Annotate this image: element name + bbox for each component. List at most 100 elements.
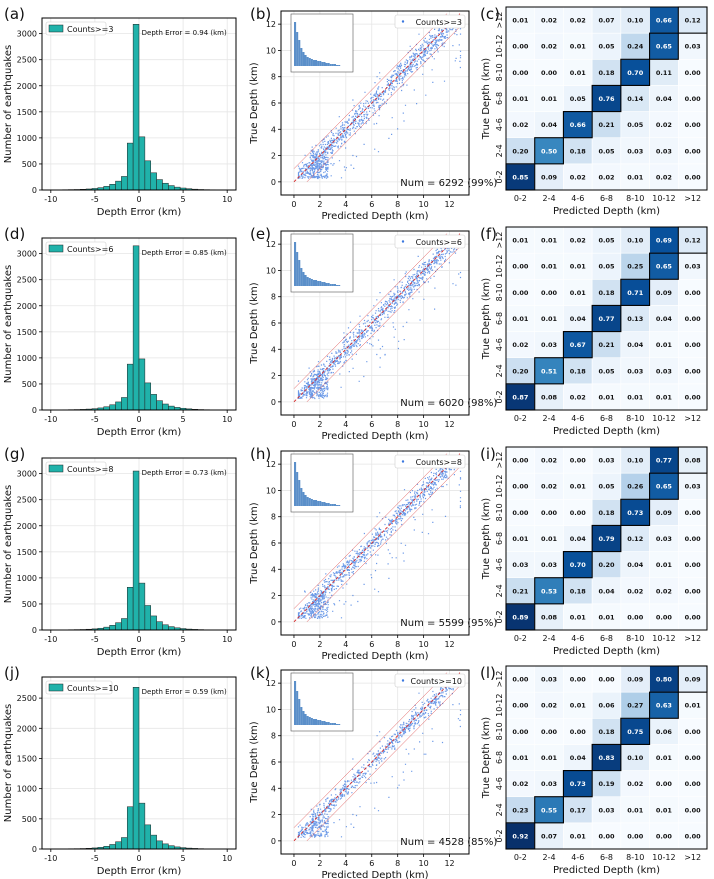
matrix-cell <box>563 744 593 771</box>
x-tick-label: -5 <box>91 635 99 644</box>
cell-value: 0.05 <box>598 367 615 375</box>
x-tick-label: >12 <box>684 853 701 862</box>
cell-value: 0.18 <box>598 728 615 736</box>
matrix-cell <box>505 525 536 552</box>
cell-value: 0.77 <box>598 315 614 323</box>
cell-value: 0.12 <box>685 17 701 25</box>
matrix-cell <box>649 85 679 112</box>
identity-line <box>293 13 461 183</box>
matrix-cell <box>620 331 650 359</box>
cell-value: 0.02 <box>656 121 672 129</box>
matrix-cell <box>563 770 593 798</box>
scatter-points <box>297 26 462 180</box>
inset-bar <box>312 60 315 66</box>
inset-bar <box>296 32 299 66</box>
cell-value: 0.09 <box>627 676 644 684</box>
inset-bar <box>319 720 322 725</box>
panel-label: (f) <box>480 225 497 243</box>
inset-bar <box>308 717 311 725</box>
matrix-cell <box>505 137 536 165</box>
inset-bar <box>323 502 326 506</box>
scatter-panel: (k) 0 0 2 2 4 4 6 6 8 8 10 10 12 12 Counts>=10 Num = 452… <box>249 664 497 879</box>
cell-value: 0.20 <box>598 561 615 569</box>
matrix-cell <box>677 577 708 605</box>
lower-band-line <box>306 246 461 403</box>
cell-value: 0.00 <box>685 509 702 517</box>
y-tick-label: 4 <box>271 125 276 134</box>
cell-value: 0.05 <box>598 483 615 491</box>
y-tick-label: 0 <box>271 398 276 407</box>
matrix-cell <box>534 278 564 306</box>
panel-label: (c) <box>480 5 500 23</box>
inset-bar <box>319 281 322 286</box>
y-tick-label: 4 <box>271 565 276 574</box>
x-tick-label: 10-12 <box>652 634 675 643</box>
y-tick-label: 1500 <box>17 548 37 557</box>
y-tick-label: >12 <box>495 671 504 688</box>
cell-value: 0.03 <box>627 367 643 375</box>
cell-value: 0.00 <box>685 587 702 595</box>
x-tick-label: 2 <box>317 200 322 209</box>
cell-value: 0.00 <box>685 147 702 155</box>
y-tick-label: 2 <box>271 152 276 161</box>
inset-bar <box>304 495 307 506</box>
x-tick-label: 6-8 <box>600 634 613 643</box>
histogram-bar <box>109 184 116 191</box>
matrix-cell <box>591 163 622 191</box>
x-tick-label: -10 <box>44 635 57 644</box>
inset-bar <box>317 720 320 725</box>
matrix-cell <box>505 252 536 280</box>
cell-value: 0.12 <box>685 237 701 245</box>
matrix-cell <box>505 691 536 719</box>
x-tick-label: 12 <box>444 200 454 209</box>
scatter-panel: (b) 0 0 2 2 4 4 6 6 8 8 10 10 12 12 Counts>=3 Num = 6292… <box>249 5 497 222</box>
cell-value: 0.50 <box>541 147 558 155</box>
cell-value: 0.00 <box>570 457 587 465</box>
y-axis-label: True Depth (km) <box>481 717 492 799</box>
histogram-bar <box>115 401 122 411</box>
cell-value: 0.02 <box>541 17 557 25</box>
matrix-cell <box>534 577 564 605</box>
inset-bar <box>323 282 326 286</box>
cell-value: 0.02 <box>598 173 614 181</box>
cell-value: 0.01 <box>570 289 587 297</box>
y-tick-label: 0-2 <box>495 829 504 842</box>
scatter-points <box>297 685 462 839</box>
matrix-cell <box>649 691 679 719</box>
legend-text: Counts>=3 <box>416 18 462 27</box>
scatter-panel: (h) 0 0 2 2 4 4 6 6 8 8 10 10 12 12 Counts>=8 Num = 5599… <box>249 445 497 662</box>
inset-bar <box>317 501 320 506</box>
legend-text: Counts>=6 <box>67 245 113 254</box>
matrix-cell <box>620 446 650 474</box>
histogram-bar <box>156 179 163 191</box>
cell-value: 0.18 <box>598 509 615 517</box>
x-tick-label: >12 <box>684 414 701 423</box>
inset-bar <box>321 502 324 506</box>
x-tick-label: 6 <box>369 640 374 649</box>
inset-bar <box>312 280 315 286</box>
diagonal-highlight <box>649 472 679 500</box>
matrix-cell <box>505 796 536 824</box>
cell-value: 0.00 <box>685 754 702 762</box>
cell-value: 0.02 <box>570 393 586 401</box>
cell-value: 0.03 <box>541 341 557 349</box>
x-tick-label: 4-6 <box>571 414 584 423</box>
y-tick-label: 0 <box>271 837 276 846</box>
y-axis-label: True Depth (km) <box>481 278 492 360</box>
axes-frame <box>505 665 708 850</box>
y-tick-label: 10 <box>266 486 276 495</box>
cell-value: 0.00 <box>685 806 702 814</box>
histogram-bar <box>162 624 169 631</box>
cell-value: 0.00 <box>685 341 702 349</box>
histogram-bar <box>126 587 134 631</box>
y-tick-label: 6 <box>271 99 276 108</box>
panel-label: (h) <box>250 445 271 463</box>
x-tick-label: 0 <box>291 420 296 429</box>
cell-value: 0.65 <box>656 43 673 51</box>
cell-value: 0.02 <box>512 780 528 788</box>
matrix-cell <box>620 691 650 719</box>
y-tick-label: 500 <box>22 600 37 609</box>
y-tick-label: 2000 <box>17 302 37 311</box>
y-tick-label: 10-12 <box>495 694 504 717</box>
diagonal-highlight <box>534 577 564 605</box>
